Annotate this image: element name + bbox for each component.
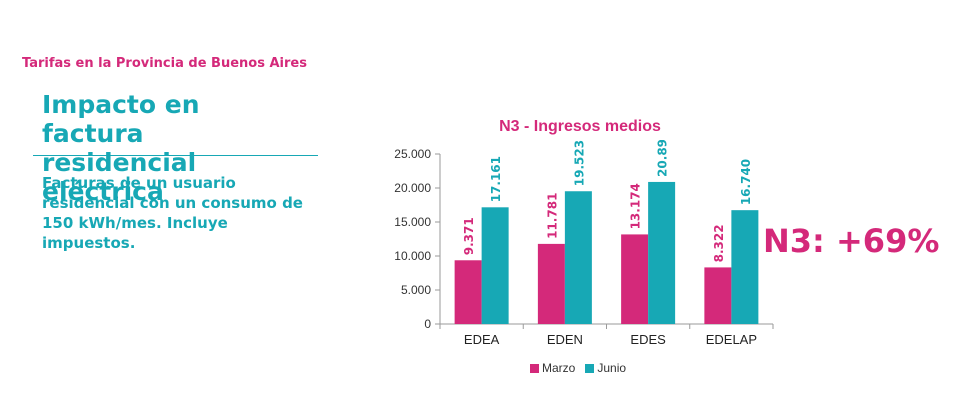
chart-legend: Marzo Junio [530, 361, 626, 375]
bar-marzo [704, 267, 732, 324]
bar-junio [648, 181, 676, 324]
bar-marzo [621, 234, 649, 324]
data-label-junio: 20.891 [656, 140, 670, 177]
y-tick-label: 10.000 [394, 249, 431, 263]
data-label-junio: 19.523 [572, 140, 586, 186]
legend-item-junio: Junio [585, 361, 626, 375]
y-tick-label: 5.000 [401, 283, 431, 297]
bar-junio [564, 191, 592, 324]
data-label-junio: 17.161 [489, 156, 503, 202]
x-tick-label: EDES [630, 332, 666, 347]
data-label-marzo: 13.174 [629, 183, 643, 229]
y-tick-label: 25.000 [394, 147, 431, 161]
headline-divider [33, 155, 318, 156]
legend-label-marzo: Marzo [542, 361, 576, 375]
bar-marzo [537, 243, 565, 324]
y-tick-label: 0 [424, 317, 431, 331]
data-label-marzo: 8.322 [712, 224, 726, 262]
bar-marzo [454, 260, 482, 324]
x-tick-label: EDEA [464, 332, 500, 347]
legend-swatch-junio [585, 363, 595, 373]
y-tick-label: 15.000 [394, 215, 431, 229]
bar-chart: 0 5.000 10.000 15.000 20.000 25.000 EDEA 9.371 1… [394, 140, 774, 347]
data-label-junio: 16.740 [739, 159, 753, 205]
legend-label-junio: Junio [597, 361, 627, 375]
subtext: Facturas de un usuario residencial con u… [42, 174, 303, 252]
header-title: Tarifas en la Provincia de Buenos Aires [22, 56, 307, 71]
headline: Impacto en factura residencial eléctrica [42, 90, 200, 206]
x-tick-label: EDEN [547, 332, 583, 347]
chart-title: N3 - Ingresos medios [499, 118, 661, 135]
y-tick-label: 20.000 [394, 181, 431, 195]
bar-junio [481, 207, 509, 324]
x-tick-label: EDELAP [706, 332, 757, 347]
bar-junio [731, 210, 759, 324]
legend-swatch-marzo [530, 363, 539, 373]
data-label-marzo: 11.781 [545, 193, 559, 239]
data-label-marzo: 9.371 [462, 217, 476, 255]
legend-item-marzo: Marzo [530, 361, 575, 375]
increase-callout: N3: +69% [763, 222, 940, 260]
